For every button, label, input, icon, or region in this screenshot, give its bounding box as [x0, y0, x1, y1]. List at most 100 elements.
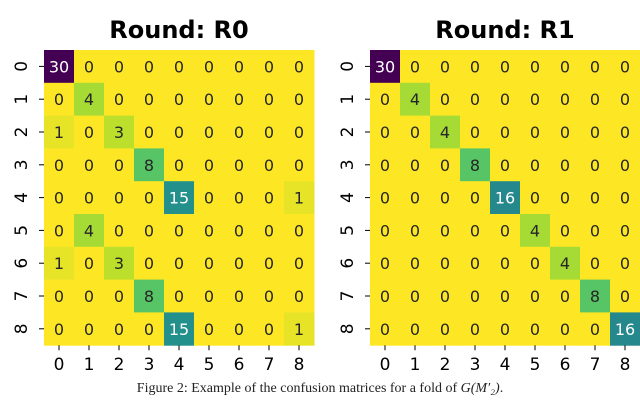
- y-tick-label: 6: [12, 258, 32, 269]
- cell-label: 0: [54, 189, 64, 208]
- heatmap-cell: [550, 279, 581, 313]
- cell-label: 0: [530, 57, 540, 76]
- heatmap-cell: [370, 312, 401, 346]
- heatmap-cell: [370, 246, 401, 281]
- cell-label: 0: [440, 156, 450, 175]
- cell-label: 0: [234, 287, 244, 306]
- cell-label: 0: [144, 221, 154, 240]
- heatmap-cell: [460, 214, 491, 248]
- heatmap-cell: [370, 115, 401, 149]
- cell-label: 0: [410, 254, 420, 273]
- cell-label: 0: [500, 320, 510, 339]
- heatmap-cell: [550, 214, 581, 248]
- cell-label: 15: [169, 320, 189, 339]
- heatmap-cell: [44, 214, 75, 248]
- heatmap-cell: [74, 312, 105, 346]
- cell-label: 0: [144, 123, 154, 142]
- cell-label: 0: [264, 189, 274, 208]
- cell-label: 0: [470, 189, 480, 208]
- heatmap-cell: [550, 115, 581, 149]
- heatmap-cell: [370, 82, 401, 117]
- cell-label: 0: [204, 90, 214, 109]
- heatmap-cell: [610, 214, 640, 248]
- heatmap-cell: [284, 181, 315, 215]
- cell-label: 0: [530, 90, 540, 109]
- cell-label: 0: [234, 221, 244, 240]
- heatmap-cell: [134, 214, 165, 248]
- heatmap-cell: [520, 246, 551, 281]
- heatmap-cell: [430, 82, 461, 117]
- heatmap-cell: [400, 214, 431, 248]
- heatmap-cell: [610, 181, 640, 215]
- cell-label: 0: [294, 221, 304, 240]
- y-tick-label: 7: [12, 291, 32, 302]
- cell-label: 0: [530, 189, 540, 208]
- x-tick-label: 6: [560, 355, 571, 375]
- y-tick-label: 0: [12, 61, 32, 72]
- cell-label: 0: [264, 287, 274, 306]
- x-tick-label: 5: [204, 355, 215, 375]
- cell-label: 0: [470, 90, 480, 109]
- y-tick-label: 2: [338, 127, 358, 138]
- heatmap-cell: [580, 115, 611, 149]
- cell-label: 4: [84, 221, 94, 240]
- cell-label: 0: [530, 156, 540, 175]
- cell-label: 0: [264, 221, 274, 240]
- heatmap-cell: [104, 148, 135, 182]
- heatmap-cell: [610, 115, 640, 149]
- heatmap-cell: [134, 312, 165, 346]
- cell-label: 0: [54, 287, 64, 306]
- caption-math: G(M′₂): [460, 381, 500, 396]
- cell-label: 0: [54, 320, 64, 339]
- cell-label: 0: [54, 221, 64, 240]
- heatmap-cell: [254, 148, 285, 182]
- heatmap-cell: [430, 148, 461, 182]
- heatmap-cell: [400, 82, 431, 117]
- heatmap-cell: [104, 214, 135, 248]
- cell-label: 1: [54, 254, 64, 273]
- cell-label: 0: [294, 123, 304, 142]
- cell-label: 0: [84, 156, 94, 175]
- y-tick-label: 3: [338, 159, 358, 170]
- cell-label: 0: [84, 57, 94, 76]
- heatmap-cell: [580, 148, 611, 182]
- heatmap-cell: [254, 115, 285, 149]
- heatmap-cell: [370, 214, 401, 248]
- cell-label: 0: [174, 156, 184, 175]
- cell-label: 0: [560, 156, 570, 175]
- heatmap-cell: [580, 279, 611, 313]
- heatmap-cell: [44, 312, 75, 346]
- heatmap-cell: [490, 312, 521, 346]
- cell-label: 0: [174, 57, 184, 76]
- heatmap-cell: [580, 214, 611, 248]
- x-tick-label: 3: [470, 355, 481, 375]
- cell-label: 3: [114, 123, 124, 142]
- heatmap-cell: [400, 115, 431, 149]
- heatmap-cell: [490, 214, 521, 248]
- cell-label: 0: [174, 221, 184, 240]
- heatmap-cell: [460, 181, 491, 215]
- heatmap-cell: [550, 181, 581, 215]
- cell-label: 0: [590, 57, 600, 76]
- heatmap-cell: [490, 181, 521, 215]
- heatmap-cell: [44, 246, 75, 281]
- heatmap-cell: [164, 148, 195, 182]
- heatmap-cell: [254, 312, 285, 346]
- x-tick-label: 7: [264, 355, 275, 375]
- heatmap-cell: [74, 181, 105, 215]
- heatmap-cell: [430, 50, 461, 84]
- heatmap-cell: [400, 181, 431, 215]
- heatmap-cell: [460, 115, 491, 149]
- cell-label: 0: [144, 189, 154, 208]
- cell-label: 0: [530, 320, 540, 339]
- cell-label: 16: [615, 320, 635, 339]
- cell-label: 8: [144, 156, 154, 175]
- cell-label: 0: [410, 287, 420, 306]
- cell-label: 0: [204, 156, 214, 175]
- cell-label: 0: [264, 90, 274, 109]
- cell-label: 3: [114, 254, 124, 273]
- heatmap-cell: [254, 82, 285, 117]
- cell-label: 0: [234, 123, 244, 142]
- cell-label: 0: [234, 90, 244, 109]
- y-tick-label: 8: [12, 323, 32, 334]
